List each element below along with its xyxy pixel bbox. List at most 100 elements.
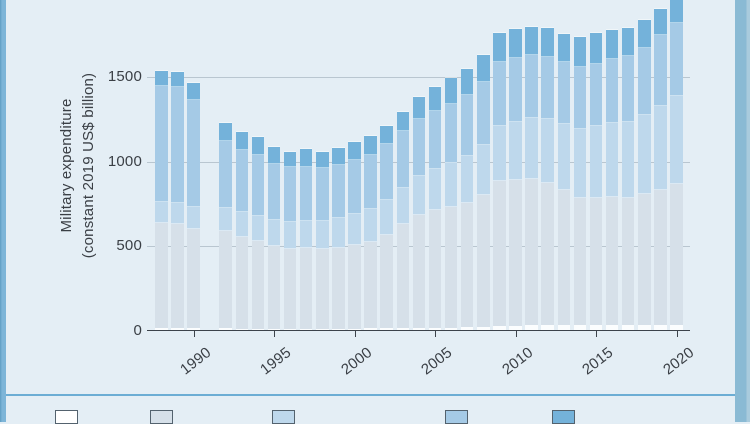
- x-tick-2000: [354, 331, 356, 337]
- y-tick-label-500: 500: [116, 237, 142, 255]
- legend: [0, 408, 750, 424]
- bar-2008-segment-5-top: [477, 55, 490, 83]
- bar-2003-segment-1-bottom: [396, 328, 410, 331]
- bar-2013-segment-4: [557, 62, 571, 125]
- bar-2002-segment-3: [380, 200, 393, 235]
- bar-2000-segment-3: [348, 213, 361, 246]
- bar-1989-segment-1-bottom: [171, 328, 184, 331]
- bar-2004-segment-1-bottom: [412, 327, 426, 331]
- bar-2019-segment-1-bottom: [654, 324, 667, 331]
- bar-2010-segment-2: [509, 179, 522, 326]
- bar-2020-segment-2: [670, 183, 683, 325]
- bar-1992-segment-3: [219, 207, 232, 232]
- x-tick-label-2020: 2020: [659, 344, 697, 379]
- bar-2020: [670, 0, 683, 331]
- bar-2015: [589, 32, 603, 331]
- bar-2010-segment-5-top: [509, 29, 522, 58]
- bar-2003: [396, 111, 410, 331]
- bar-1989: [171, 72, 184, 331]
- bar-1988-segment-1-bottom: [155, 328, 168, 331]
- bar-2015-segment-2: [589, 198, 603, 325]
- bar-2014-segment-2: [573, 198, 587, 325]
- bar-2005: [428, 87, 442, 331]
- bar-1997-segment-3: [299, 220, 313, 249]
- plot-area: [147, 0, 690, 331]
- bar-1990-segment-4: [187, 99, 200, 207]
- bar-2017-segment-2: [621, 198, 635, 325]
- bar-1994-segment-3: [251, 215, 265, 241]
- bar-1997-segment-5-top: [299, 149, 313, 167]
- bar-2011-segment-3: [525, 117, 538, 179]
- bar-2018-segment-4: [638, 47, 651, 115]
- bar-2020-segment-3: [670, 96, 683, 184]
- panel-divider-line: [0, 394, 750, 396]
- x-tick-label-1990: 1990: [176, 344, 214, 379]
- bar-2006: [444, 78, 458, 331]
- bar-1988-segment-4: [155, 85, 168, 203]
- bar-2012: [541, 28, 554, 331]
- bar-2012-segment-5-top: [541, 28, 554, 57]
- x-tick-label-2015: 2015: [579, 344, 617, 379]
- bar-1993: [235, 131, 249, 331]
- bar-2014: [573, 37, 587, 331]
- bar-2015-segment-5-top: [589, 32, 603, 64]
- bar-2009-segment-3: [493, 125, 506, 181]
- bar-1999-segment-3: [332, 218, 345, 249]
- bar-2002-segment-5-top: [380, 126, 393, 145]
- bar-2005-segment-4: [428, 110, 442, 170]
- bar-1990-segment-1-bottom: [187, 328, 200, 331]
- bar-2004-segment-5-top: [412, 97, 426, 119]
- bar-1997-segment-4: [299, 166, 313, 221]
- bar-1990: [187, 83, 200, 331]
- bar-2004-segment-2: [412, 214, 426, 328]
- bar-1996-segment-1-bottom: [283, 328, 297, 331]
- bar-2002-segment-4: [380, 144, 393, 200]
- bar-2009-segment-5-top: [493, 33, 506, 62]
- bar-2011-segment-5-top: [525, 26, 538, 56]
- bar-1996: [283, 151, 297, 331]
- bar-2019-segment-3: [654, 106, 667, 190]
- x-tick-1990: [193, 331, 195, 337]
- bar-2016: [605, 29, 619, 331]
- bar-1988-segment-5-top: [155, 70, 168, 86]
- bar-1998-segment-1-bottom: [316, 328, 329, 331]
- y-axis-title-line2: (constant 2019 US$ billion): [80, 72, 97, 259]
- bar-1994-segment-2: [251, 240, 265, 329]
- bar-1993-segment-1-bottom: [235, 328, 249, 331]
- bar-1988-segment-3: [155, 202, 168, 223]
- bar-2011-segment-1-bottom: [525, 325, 538, 331]
- bar-1996-segment-4: [283, 167, 297, 223]
- bar-2006-segment-3: [444, 163, 458, 207]
- bar-2009: [493, 33, 506, 331]
- bar-1990-segment-3: [187, 206, 200, 229]
- bar-2014-segment-1-bottom: [573, 324, 587, 331]
- bar-1997-segment-2: [299, 248, 313, 329]
- bar-1995-segment-3: [267, 219, 281, 246]
- bar-2005-segment-1-bottom: [428, 327, 442, 331]
- bar-1995-segment-1-bottom: [267, 328, 281, 331]
- bar-2010: [509, 29, 522, 331]
- x-tick-1995: [274, 331, 276, 337]
- bar-1999-segment-2: [332, 248, 345, 329]
- bar-2016-segment-2: [605, 197, 619, 325]
- bar-1995-segment-2: [267, 245, 281, 329]
- bar-2002-segment-2: [380, 234, 393, 329]
- bar-1992-segment-1-bottom: [219, 328, 232, 331]
- bar-2010-segment-4: [509, 57, 522, 122]
- bar-1994: [251, 137, 265, 331]
- bar-1998-segment-3: [316, 220, 329, 250]
- bar-1999-segment-4: [332, 165, 345, 219]
- bar-1993-segment-3: [235, 212, 249, 237]
- bar-2019-segment-5-top: [654, 9, 667, 36]
- bar-2017-segment-4: [621, 56, 635, 122]
- bar-2000: [348, 141, 361, 331]
- bar-1988: [155, 70, 168, 331]
- bar-2008-segment-1-bottom: [477, 326, 490, 331]
- x-tick-2020: [676, 331, 678, 337]
- bar-1994-segment-4: [251, 154, 265, 216]
- bar-1993-segment-5-top: [235, 131, 249, 150]
- bar-2015-segment-3: [589, 126, 603, 199]
- bar-2009-segment-4: [493, 61, 506, 126]
- bar-2019-segment-2: [654, 189, 667, 325]
- x-tick-label-2000: 2000: [337, 344, 375, 379]
